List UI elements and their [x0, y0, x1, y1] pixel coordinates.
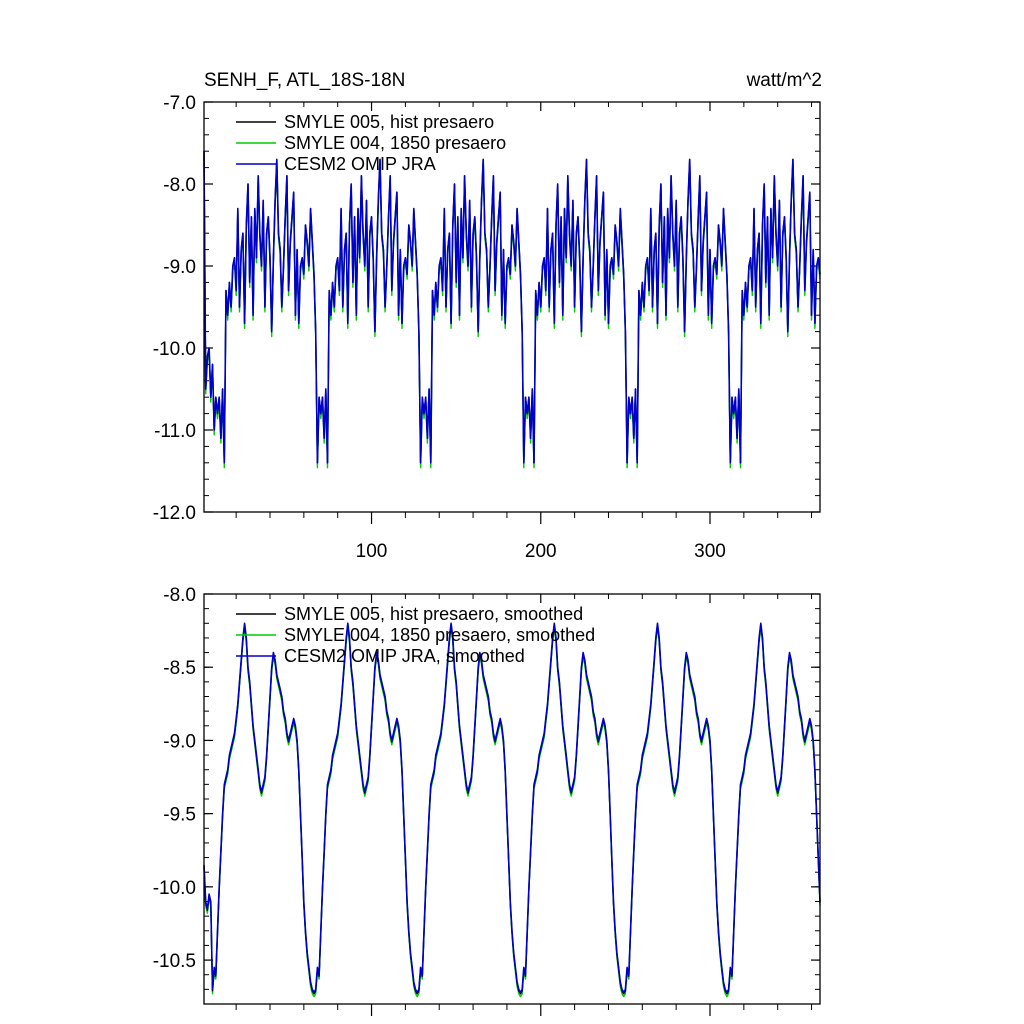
x-tick-label: 100	[356, 541, 388, 562]
y-tick-label: -10.0	[153, 878, 196, 899]
top-panel-units: watt/m^2	[746, 70, 822, 91]
y-tick-label: -10.5	[153, 951, 196, 972]
top-panel-frame	[203, 101, 821, 513]
legend-label: SMYLE 005, hist presaero	[284, 112, 494, 132]
legend-label: CESM2 OMIP JRA, smoothed	[284, 646, 525, 666]
y-tick-label: -9.0	[163, 257, 196, 278]
y-tick-label: -12.0	[153, 503, 196, 524]
top-panel-title: SENH_F, ATL_18S-18N	[204, 70, 405, 91]
legend-label: CESM2 OMIP JRA	[284, 154, 436, 174]
bottom-panel-ticks: -10.5 -10.0 -9.5 -9.0 -8.5 -8.0	[153, 585, 820, 1016]
y-tick-label: -11.0	[154, 421, 196, 442]
y-tick-label: -8.0	[163, 175, 196, 196]
top-panel: SENH_F, ATL_18S-18N watt/m^2 -12.0 -11.0 -…	[153, 70, 822, 562]
bottom-panel-lines	[203, 622, 821, 998]
y-tick-label: -9.5	[163, 805, 196, 826]
series-line-1	[203, 627, 821, 998]
y-tick-label: -8.0	[163, 585, 196, 606]
bottom-panel: -10.5 -10.0 -9.5 -9.0 -8.5 -8.0 SMYLE 005, hi…	[153, 585, 821, 1016]
y-tick-label: -7.0	[163, 93, 196, 114]
bottom-panel-frame	[203, 593, 821, 1005]
legend-label: SMYLE 004, 1850 presaero	[284, 133, 506, 153]
x-tick-label: 300	[694, 541, 726, 562]
legend-label: SMYLE 005, hist presaero, smoothed	[284, 604, 583, 624]
top-panel-lines	[203, 151, 821, 469]
series-line-2	[203, 622, 821, 994]
y-tick-label: -9.0	[163, 731, 196, 752]
series-line-2	[203, 151, 821, 464]
bottom-panel-legend: SMYLE 005, hist presaero, smoothedSMYLE …	[236, 604, 595, 666]
x-tick-label: 200	[525, 541, 557, 562]
legend-label: SMYLE 004, 1850 presaero, smoothed	[284, 625, 595, 645]
y-tick-label: -8.5	[163, 658, 196, 679]
y-tick-label: -10.0	[153, 339, 196, 360]
